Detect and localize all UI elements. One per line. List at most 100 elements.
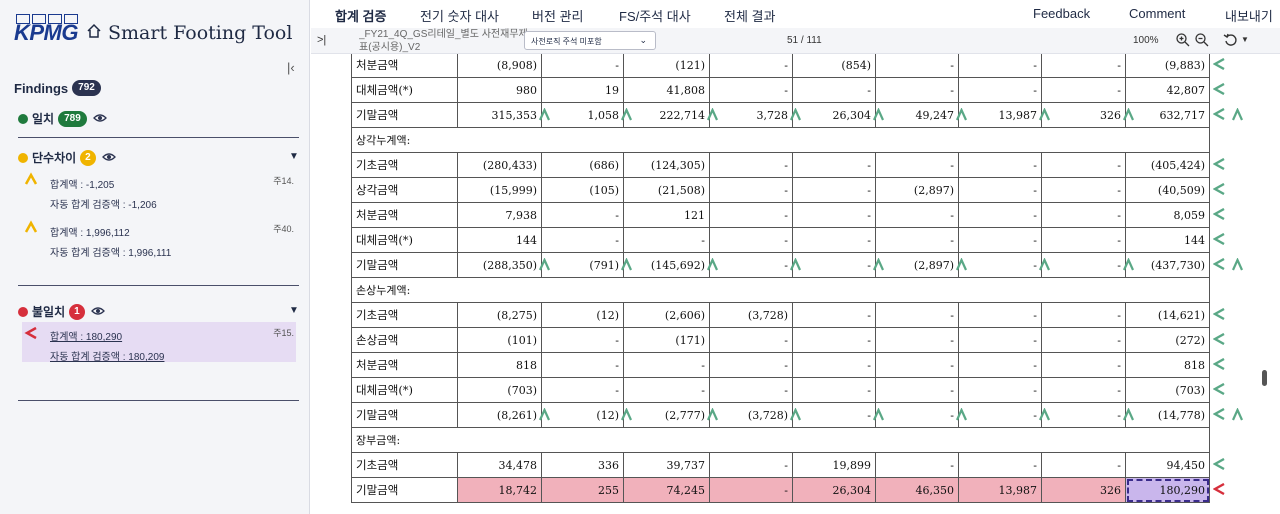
table-cell[interactable]: -: [1041, 352, 1126, 378]
scrollbar-thumb[interactable]: [1262, 370, 1267, 386]
match-section[interactable]: 일치 789: [18, 110, 107, 127]
table-cell[interactable]: -: [958, 377, 1042, 403]
table-cell[interactable]: (105): [541, 177, 624, 203]
table-cell[interactable]: -: [541, 202, 624, 228]
caret-down-icon[interactable]: ▼: [289, 151, 299, 162]
expand-panel-icon[interactable]: >|: [317, 34, 327, 46]
row-sum-check-icon[interactable]: [1212, 407, 1225, 423]
table-cell[interactable]: (124,305): [623, 152, 710, 178]
table-cell[interactable]: (21,508): [623, 177, 710, 203]
table-cell[interactable]: -: [623, 227, 710, 253]
rotate-icon[interactable]: [1223, 32, 1239, 51]
table-cell[interactable]: (12): [541, 302, 624, 328]
table-cell[interactable]: -: [709, 452, 793, 478]
table-cell[interactable]: 19,899: [792, 452, 876, 478]
table-cell[interactable]: (791): [541, 252, 633, 278]
table-cell[interactable]: -: [875, 452, 959, 478]
row-sum-check-icon[interactable]: [1212, 57, 1225, 73]
zoom-in-icon[interactable]: [1175, 32, 1191, 51]
table-cell[interactable]: -: [875, 302, 959, 328]
table-cell[interactable]: (9,883): [1125, 54, 1225, 78]
table-cell[interactable]: -: [709, 327, 793, 353]
comment-link[interactable]: Comment: [1129, 6, 1186, 21]
table-cell[interactable]: -: [541, 54, 624, 78]
mismatch-marker-icon[interactable]: [1212, 482, 1225, 498]
eye-icon[interactable]: [92, 112, 107, 126]
table-cell[interactable]: -: [1041, 202, 1126, 228]
table-cell[interactable]: (8,908): [457, 54, 542, 78]
table-cell[interactable]: (12): [541, 402, 633, 428]
row-sum-check-icon[interactable]: [1212, 157, 1225, 173]
table-cell[interactable]: (288,350): [457, 252, 551, 278]
table-cell[interactable]: -: [541, 352, 624, 378]
tab-fs-notes[interactable]: FS/주석 대사: [619, 9, 691, 24]
table-cell[interactable]: -: [958, 327, 1042, 353]
table-cell[interactable]: -: [792, 177, 876, 203]
table-cell[interactable]: -: [792, 152, 876, 178]
table-cell[interactable]: -: [1041, 227, 1126, 253]
row-sum-check-icon[interactable]: [1212, 232, 1225, 248]
table-cell[interactable]: -: [792, 227, 876, 253]
table-cell[interactable]: -: [1041, 452, 1126, 478]
table-cell[interactable]: -: [875, 202, 959, 228]
table-cell[interactable]: -: [541, 227, 624, 253]
table-cell[interactable]: (703): [1125, 377, 1225, 403]
table-cell[interactable]: (686): [541, 152, 624, 178]
table-cell[interactable]: (14,778): [1125, 402, 1244, 428]
eye-icon[interactable]: [101, 151, 116, 165]
table-cell[interactable]: 144: [457, 227, 542, 253]
table-cell[interactable]: 1,058: [541, 102, 633, 128]
table-cell[interactable]: 632,717: [1125, 102, 1244, 128]
table-cell[interactable]: -: [958, 227, 1042, 253]
table-cell[interactable]: -: [875, 54, 959, 78]
table-cell[interactable]: 255: [541, 477, 624, 503]
table-cell[interactable]: -: [958, 54, 1042, 78]
table-cell[interactable]: -: [623, 352, 710, 378]
table-cell[interactable]: -: [792, 202, 876, 228]
table-cell[interactable]: -: [792, 302, 876, 328]
table-cell[interactable]: -: [709, 177, 793, 203]
tab-version[interactable]: 버전 관리: [532, 9, 584, 24]
row-sum-check-icon[interactable]: [1212, 82, 1225, 98]
unit-diff-section[interactable]: 단수차이 2: [18, 149, 116, 166]
zoom-out-icon[interactable]: [1194, 32, 1210, 51]
table-cell[interactable]: -: [792, 352, 876, 378]
tab-all-results[interactable]: 전체 결과: [724, 9, 776, 24]
row-sum-check-icon[interactable]: [1212, 357, 1225, 373]
table-cell[interactable]: 39,737: [623, 452, 710, 478]
row-sum-check-icon[interactable]: [1212, 307, 1225, 323]
feedback-link[interactable]: Feedback: [1033, 6, 1091, 21]
table-cell[interactable]: (272): [1125, 327, 1225, 353]
table-cell[interactable]: (2,897): [875, 177, 959, 203]
table-cell[interactable]: -: [1041, 177, 1126, 203]
table-cell[interactable]: -: [792, 252, 885, 278]
table-cell[interactable]: -: [875, 402, 968, 428]
table-cell[interactable]: (101): [457, 327, 542, 353]
table-cell[interactable]: 94,450: [1125, 452, 1225, 478]
table-cell[interactable]: 42,807: [1125, 77, 1225, 103]
table-cell[interactable]: 26,304: [792, 477, 876, 503]
table-cell[interactable]: -: [958, 302, 1042, 328]
table-cell[interactable]: 3,728: [709, 102, 802, 128]
table-cell[interactable]: 34,478: [457, 452, 542, 478]
table-cell[interactable]: 222,714: [623, 102, 719, 128]
table-cell[interactable]: 336: [541, 452, 624, 478]
collapse-sidebar-icon[interactable]: |‹: [287, 60, 295, 75]
table-cell[interactable]: 144: [1125, 227, 1225, 253]
table-cell[interactable]: (3,728): [709, 302, 793, 328]
table-cell[interactable]: -: [709, 377, 793, 403]
table-cell[interactable]: -: [958, 152, 1042, 178]
table-cell[interactable]: -: [958, 352, 1042, 378]
table-cell[interactable]: -: [541, 327, 624, 353]
table-cell[interactable]: -: [709, 352, 793, 378]
table-cell[interactable]: -: [709, 54, 793, 78]
row-sum-check-icon[interactable]: [1212, 332, 1225, 348]
table-cell[interactable]: (40,509): [1125, 177, 1225, 203]
table-cell[interactable]: -: [958, 202, 1042, 228]
finding-item[interactable]: 합계액 : -1,205 자동 합계 검증액 : -1,206 주14.: [22, 172, 296, 216]
table-cell[interactable]: (854): [792, 54, 876, 78]
column-sum-check-icon[interactable]: [1231, 407, 1244, 424]
table-cell[interactable]: (2,606): [623, 302, 710, 328]
tab-sum-check[interactable]: 합계 검증: [335, 9, 387, 24]
table-cell[interactable]: -: [1041, 77, 1126, 103]
